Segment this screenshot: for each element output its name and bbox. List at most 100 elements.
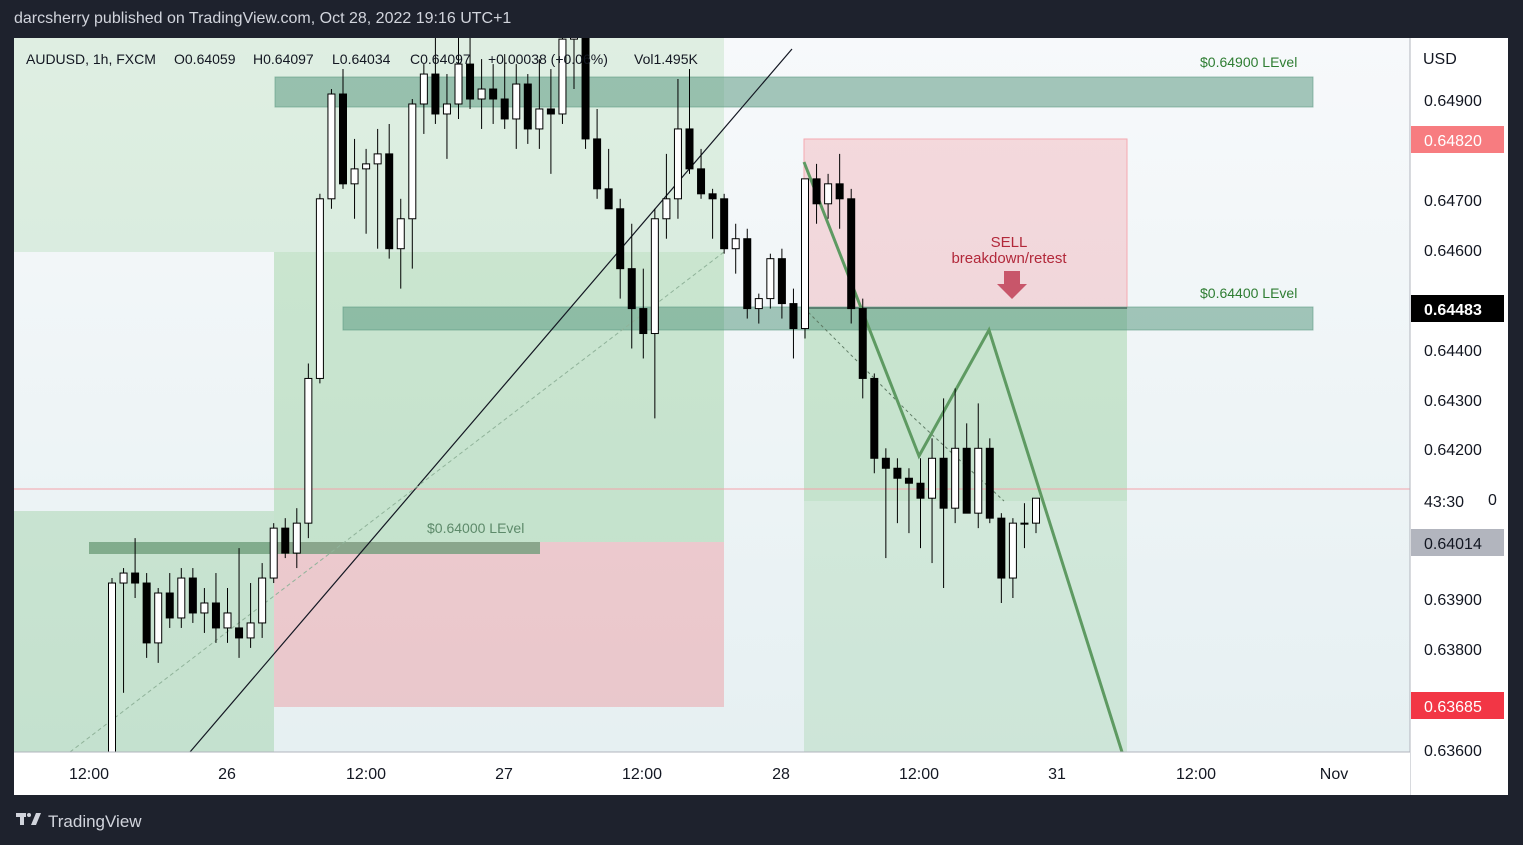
candle-up[interactable]	[766, 258, 775, 300]
candle-down[interactable]	[720, 198, 729, 250]
candle-up[interactable]	[570, 38, 578, 40]
candle-down[interactable]	[593, 138, 602, 190]
candle-down[interactable]	[847, 198, 856, 310]
candles-layer[interactable]	[108, 38, 1040, 753]
candle-down[interactable]	[211, 602, 220, 629]
candle-up[interactable]	[558, 38, 567, 115]
candle-up[interactable]	[650, 218, 659, 335]
candle-down[interactable]	[500, 98, 509, 120]
candle-down[interactable]	[870, 377, 879, 459]
candle-up[interactable]	[269, 527, 278, 579]
level-zone-low[interactable]	[89, 542, 540, 554]
candle-down[interactable]	[235, 627, 244, 639]
candle-down[interactable]	[281, 527, 290, 554]
level-label-mid: $0.64400 LEvel	[1200, 285, 1297, 301]
candle-up[interactable]	[951, 447, 960, 509]
candle-up[interactable]	[350, 168, 359, 185]
candle-up[interactable]	[373, 153, 382, 165]
candle-down[interactable]	[639, 308, 648, 335]
candle-down[interactable]	[812, 178, 821, 205]
candle-down[interactable]	[985, 447, 994, 519]
candle-down[interactable]	[939, 457, 948, 509]
candle-down[interactable]	[131, 572, 140, 584]
candle-up[interactable]	[292, 522, 301, 554]
candle-up[interactable]	[535, 108, 544, 130]
long-zone-upper	[14, 38, 724, 252]
level-zone-mid[interactable]	[342, 306, 1314, 331]
candle-up[interactable]	[801, 178, 809, 330]
candle-down[interactable]	[858, 308, 867, 379]
candle-down[interactable]	[997, 517, 1006, 579]
candle-down[interactable]	[616, 208, 625, 270]
candle-down[interactable]	[708, 193, 717, 200]
candle-up[interactable]	[974, 447, 983, 514]
chart-frame[interactable]: $0.64900 LEvel $0.64400 LEvel $0.64000 L…	[14, 38, 1508, 795]
candle-up[interactable]	[327, 93, 336, 200]
candle-up[interactable]	[477, 88, 486, 100]
price-tick: 0.64400	[1424, 343, 1482, 360]
price-axis[interactable]	[1410, 38, 1508, 752]
price-tick: 0.64900	[1424, 93, 1482, 110]
long-zone-stop	[274, 542, 724, 707]
brand-footer[interactable]: TradingView	[16, 811, 142, 832]
candle-down[interactable]	[523, 83, 532, 130]
long-zone-profit	[274, 252, 724, 542]
candle-up[interactable]	[108, 582, 116, 753]
candle-up[interactable]	[304, 377, 313, 524]
candle-down[interactable]	[581, 38, 590, 140]
candle-up[interactable]	[200, 602, 209, 614]
candle-up[interactable]	[1032, 497, 1040, 524]
level-zone-top[interactable]	[274, 76, 1314, 108]
candle-up[interactable]	[512, 83, 521, 120]
candle-down[interactable]	[789, 303, 798, 330]
candle-up[interactable]	[315, 198, 324, 379]
candle-up[interactable]	[754, 298, 763, 310]
candle-up[interactable]	[1020, 522, 1029, 525]
candle-up[interactable]	[396, 218, 405, 250]
candle-down[interactable]	[835, 183, 844, 200]
countdown-tag	[1411, 489, 1504, 514]
candle-up[interactable]	[177, 577, 186, 619]
candle-down[interactable]	[962, 447, 971, 514]
candle-down[interactable]	[604, 188, 613, 210]
candle-up[interactable]	[362, 163, 371, 170]
candle-down[interactable]	[893, 467, 902, 479]
candle-down[interactable]	[881, 457, 890, 469]
candle-down[interactable]	[546, 108, 555, 115]
candle-down[interactable]	[165, 592, 174, 619]
candle-up[interactable]	[824, 183, 833, 205]
candle-up[interactable]	[223, 612, 232, 629]
candle-up[interactable]	[246, 622, 255, 639]
legend-volume: Vol1.495K	[634, 51, 698, 67]
candle-down[interactable]	[904, 477, 913, 484]
candle-down[interactable]	[685, 128, 694, 170]
candle-up[interactable]	[731, 238, 740, 250]
candle-up[interactable]	[119, 572, 128, 584]
candle-up[interactable]	[928, 457, 937, 499]
candle-down[interactable]	[777, 258, 786, 305]
candle-down[interactable]	[627, 268, 636, 310]
candle-down[interactable]	[916, 482, 925, 499]
price-chart[interactable]: $0.64900 LEvel $0.64400 LEvel $0.64000 L…	[14, 38, 1508, 795]
candle-down[interactable]	[743, 238, 752, 310]
candle-up[interactable]	[454, 63, 463, 105]
level-label-low: $0.64000 LEvel	[427, 520, 524, 536]
candle-down[interactable]	[489, 88, 498, 100]
candle-down[interactable]	[431, 73, 440, 115]
time-tick: 12:00	[346, 766, 386, 783]
candle-down[interactable]	[385, 153, 394, 250]
candle-down[interactable]	[697, 168, 706, 195]
time-axis[interactable]	[14, 752, 1410, 795]
candle-up[interactable]	[419, 73, 428, 105]
candle-up[interactable]	[442, 103, 451, 115]
candle-up[interactable]	[1008, 522, 1017, 579]
candle-up[interactable]	[258, 577, 267, 624]
candle-down[interactable]	[466, 63, 475, 100]
candle-up[interactable]	[154, 592, 163, 644]
candle-up[interactable]	[662, 198, 671, 220]
candle-down[interactable]	[188, 577, 197, 614]
candle-up[interactable]	[673, 128, 682, 200]
candle-down[interactable]	[339, 93, 347, 185]
candle-up[interactable]	[408, 103, 417, 220]
candle-down[interactable]	[142, 582, 151, 644]
